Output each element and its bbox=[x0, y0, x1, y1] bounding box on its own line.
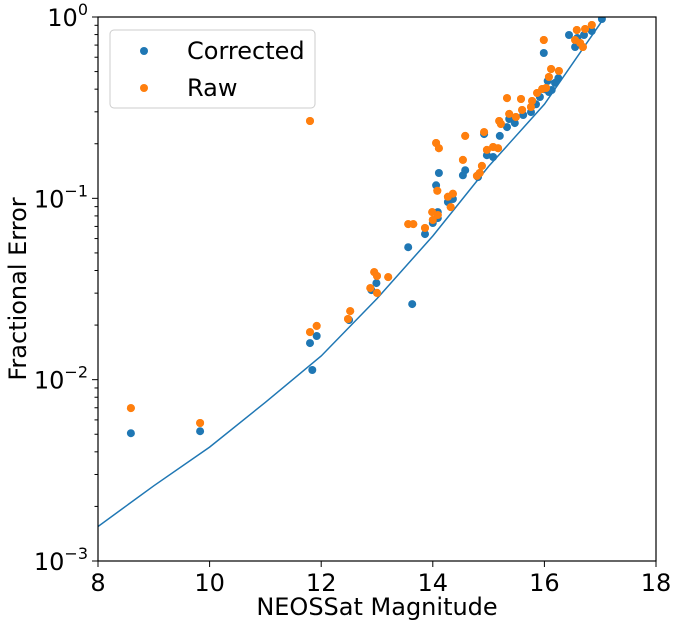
axis-ticks: 8 10 12 14 16 18 10−3 10−2 10−1 100 bbox=[34, 0, 671, 597]
point-corrected bbox=[312, 332, 321, 340]
point-corrected bbox=[565, 31, 573, 39]
point-corrected bbox=[408, 300, 417, 309]
point-raw-overlay bbox=[477, 161, 486, 170]
point-raw-overlay bbox=[505, 109, 514, 118]
point-raw-overlay bbox=[433, 186, 442, 195]
x-tick-label: 10 bbox=[194, 569, 225, 597]
x-axis-label: NEOSSat Magnitude bbox=[256, 593, 497, 621]
point-corrected bbox=[126, 429, 135, 438]
point-corrected bbox=[434, 169, 443, 177]
point-raw-overlay bbox=[503, 94, 511, 103]
point-raw-overlay bbox=[366, 284, 375, 293]
point-raw-overlay bbox=[578, 43, 587, 51]
x-tick-label: 16 bbox=[529, 569, 560, 597]
point-corrected bbox=[196, 427, 205, 436]
point-corrected bbox=[404, 243, 413, 252]
point-raw-overlay bbox=[373, 272, 381, 280]
point-raw-overlay bbox=[587, 21, 596, 29]
y-tick-label: 10−1 bbox=[34, 181, 88, 213]
legend-marker-corrected bbox=[140, 47, 148, 55]
point-raw-overlay bbox=[547, 65, 556, 73]
point-raw-overlay bbox=[448, 189, 457, 198]
point-corrected bbox=[306, 339, 314, 348]
point-raw-overlay bbox=[542, 84, 551, 92]
point-corrected bbox=[461, 166, 470, 175]
point-corrected bbox=[539, 49, 548, 57]
y-tick-label: 10−2 bbox=[34, 363, 88, 395]
point-raw-overlay bbox=[572, 26, 581, 34]
point-raw-overlay bbox=[511, 113, 520, 121]
point-raw-overlay bbox=[409, 220, 418, 229]
point-raw-overlay bbox=[306, 328, 314, 337]
legend-marker-raw bbox=[140, 84, 148, 92]
point-raw-overlay bbox=[480, 128, 489, 137]
point-corrected bbox=[587, 27, 596, 35]
point-corrected bbox=[503, 123, 511, 132]
point-raw-overlay bbox=[196, 419, 205, 427]
point-raw-overlay bbox=[554, 67, 563, 75]
x-tick-label: 8 bbox=[90, 569, 105, 597]
point-raw-overlay bbox=[494, 144, 503, 153]
point-raw-overlay bbox=[539, 36, 548, 44]
legend-box bbox=[109, 29, 316, 109]
point-raw-overlay bbox=[433, 211, 442, 219]
x-tick-label: 14 bbox=[418, 569, 449, 597]
y-axis-label: Fractional Error bbox=[4, 197, 32, 380]
point-corrected bbox=[580, 31, 588, 39]
point-raw-overlay bbox=[458, 155, 467, 164]
point-corrected bbox=[372, 279, 381, 288]
point-raw-overlay bbox=[446, 203, 455, 212]
point-raw-overlay bbox=[544, 73, 553, 81]
point-raw-overlay bbox=[428, 216, 437, 224]
point-raw-overlay bbox=[434, 144, 443, 153]
point-raw-overlay bbox=[306, 117, 314, 125]
point-raw-overlay bbox=[344, 315, 352, 323]
model-curve bbox=[98, 17, 605, 528]
point-raw-overlay bbox=[126, 404, 135, 413]
point-raw-overlay bbox=[581, 25, 590, 33]
point-corrected bbox=[510, 119, 519, 128]
point-raw-overlay bbox=[421, 224, 429, 232]
plot-marks bbox=[98, 17, 606, 528]
x-tick-label: 12 bbox=[306, 569, 337, 597]
point-corrected bbox=[597, 17, 606, 23]
point-raw-overlay bbox=[496, 120, 505, 128]
legend: Corrected Raw bbox=[109, 29, 316, 109]
y-tick-label: 10−3 bbox=[34, 544, 88, 576]
point-corrected bbox=[489, 153, 498, 161]
point-raw-overlay bbox=[384, 273, 393, 282]
point-corrected bbox=[308, 366, 317, 374]
point-corrected bbox=[554, 74, 563, 83]
point-corrected bbox=[421, 230, 429, 239]
point-raw-overlay bbox=[518, 106, 527, 114]
x-tick-label: 18 bbox=[641, 569, 672, 597]
point-raw-overlay bbox=[312, 321, 321, 330]
legend-label-corrected: Corrected bbox=[187, 37, 305, 65]
point-raw-overlay bbox=[373, 288, 381, 297]
point-raw-overlay bbox=[517, 95, 525, 103]
point-raw-overlay bbox=[528, 97, 537, 105]
point-raw-overlay bbox=[461, 131, 470, 140]
y-tick-label: 100 bbox=[47, 0, 88, 32]
point-raw-overlay bbox=[475, 169, 484, 177]
point-corrected bbox=[495, 131, 504, 140]
legend-label-raw: Raw bbox=[187, 74, 237, 102]
point-raw-overlay bbox=[482, 145, 491, 154]
point-raw-overlay bbox=[527, 103, 535, 111]
plot-frame bbox=[97, 16, 657, 562]
point-raw-overlay bbox=[346, 307, 355, 316]
